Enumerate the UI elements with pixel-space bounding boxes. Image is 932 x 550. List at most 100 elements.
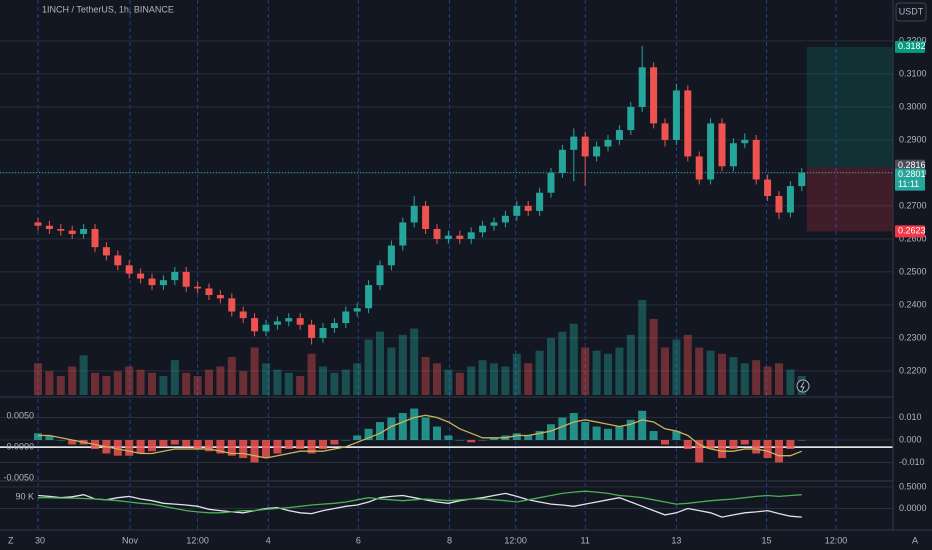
volume-bar [512, 353, 521, 395]
histogram-bar [433, 426, 441, 441]
candle-body [798, 172, 806, 187]
histogram-bar [68, 440, 77, 445]
candle-body [376, 265, 384, 286]
stop-tag: 0.2623 [898, 226, 926, 236]
candle-body [182, 271, 190, 287]
candle-body [114, 255, 122, 266]
candle-body [786, 186, 794, 213]
histogram-bar [455, 440, 464, 441]
volume-bar [547, 338, 555, 395]
volume-bar [626, 334, 635, 395]
histogram-bar [364, 428, 373, 441]
histogram-bar [740, 440, 749, 445]
histogram-bar [444, 435, 453, 441]
candle-body [729, 143, 737, 167]
histogram-bar [512, 433, 521, 441]
histogram-bar [296, 440, 305, 449]
volume-bar [444, 369, 453, 395]
volume-bar [695, 347, 704, 395]
x-tick-label: 12:00 [504, 535, 527, 545]
histogram-bar [683, 440, 692, 449]
histogram-bar [752, 440, 761, 454]
candle-body [570, 136, 578, 150]
histogram-bar [136, 440, 145, 454]
volume-bar [148, 372, 156, 395]
volume-bar [410, 328, 419, 395]
grid-layer [0, 0, 893, 529]
candle-body [775, 196, 783, 213]
currency-label[interactable]: USDT [899, 6, 924, 16]
histogram-bar [569, 413, 578, 441]
volume-bar [216, 366, 225, 395]
candle-body [547, 172, 555, 193]
y-tick-label: 0.3000 [899, 101, 927, 111]
histogram-bar [490, 437, 498, 441]
candle-body [593, 146, 601, 157]
candle-body [422, 205, 430, 230]
stop-tag-bg [895, 225, 925, 238]
currency-button[interactable] [895, 2, 927, 22]
volume-bar [649, 319, 658, 395]
symbol-title: 1INCH / TetherUS, 1h, BINANCE [42, 4, 174, 14]
histogram-bar [535, 431, 544, 441]
histogram-bar [558, 417, 567, 441]
candle-body [45, 225, 53, 230]
volume-bar [136, 369, 145, 395]
candle-body [490, 222, 498, 226]
volume-bar [786, 369, 795, 395]
volume-bar [284, 372, 293, 395]
candle-body [707, 123, 715, 180]
candle-body [296, 318, 304, 325]
candle-body [615, 130, 623, 140]
volume-bar [467, 366, 476, 395]
histogram-bar [763, 440, 772, 458]
volume-bar [113, 371, 122, 395]
candle-body [399, 222, 407, 246]
volume-bar [524, 363, 533, 395]
histogram-bar [604, 428, 612, 441]
target-tag-bg [895, 40, 925, 53]
histogram-bar [45, 435, 54, 441]
volume-bar [672, 339, 681, 395]
volume-bar [364, 339, 373, 395]
y-tick-label: 0.2700 [899, 200, 927, 210]
left-tick-label: 0.0000 [6, 441, 34, 451]
x-tick-label: 8 [447, 535, 452, 545]
histogram-bar [341, 440, 350, 441]
volume-bar [34, 363, 42, 395]
candle-body [433, 229, 441, 239]
auto-scale-icon[interactable]: A [912, 535, 918, 545]
candle-body [319, 328, 327, 338]
volume-bar [170, 360, 179, 395]
volume-bar [433, 363, 441, 395]
candle-body [342, 311, 350, 324]
last-price-tag: 0.2801 [898, 169, 926, 179]
candle-body [251, 318, 259, 332]
histogram-bar [797, 440, 806, 441]
volume-bar [239, 371, 248, 395]
volume-bar [740, 363, 749, 395]
histogram-bar [672, 431, 681, 441]
volume-bar [102, 376, 111, 395]
y-tick-label: 0.2400 [899, 299, 927, 309]
candle-body [353, 308, 361, 312]
series-line [38, 490, 802, 514]
histogram-bar [592, 426, 601, 441]
histogram-bar [775, 440, 783, 463]
stop-zone [806, 167, 893, 232]
left-tick-label: 0.0050 [6, 410, 34, 420]
y-tick-label: 0.3100 [899, 68, 927, 78]
volume-bar [604, 353, 612, 395]
x-tick-label: 6 [356, 535, 361, 545]
y-tick-label: 0.2600 [899, 233, 927, 243]
candle-body [672, 90, 680, 140]
zoom-icon[interactable]: Z [8, 535, 14, 545]
marks-layer [0, 45, 893, 518]
volume-bar [227, 357, 236, 395]
left-tick-label: -0.0050 [3, 473, 34, 483]
volume-bar [718, 353, 726, 395]
lightning-icon[interactable] [796, 379, 810, 393]
histogram-bar [262, 440, 270, 458]
histogram-bar [353, 435, 362, 441]
